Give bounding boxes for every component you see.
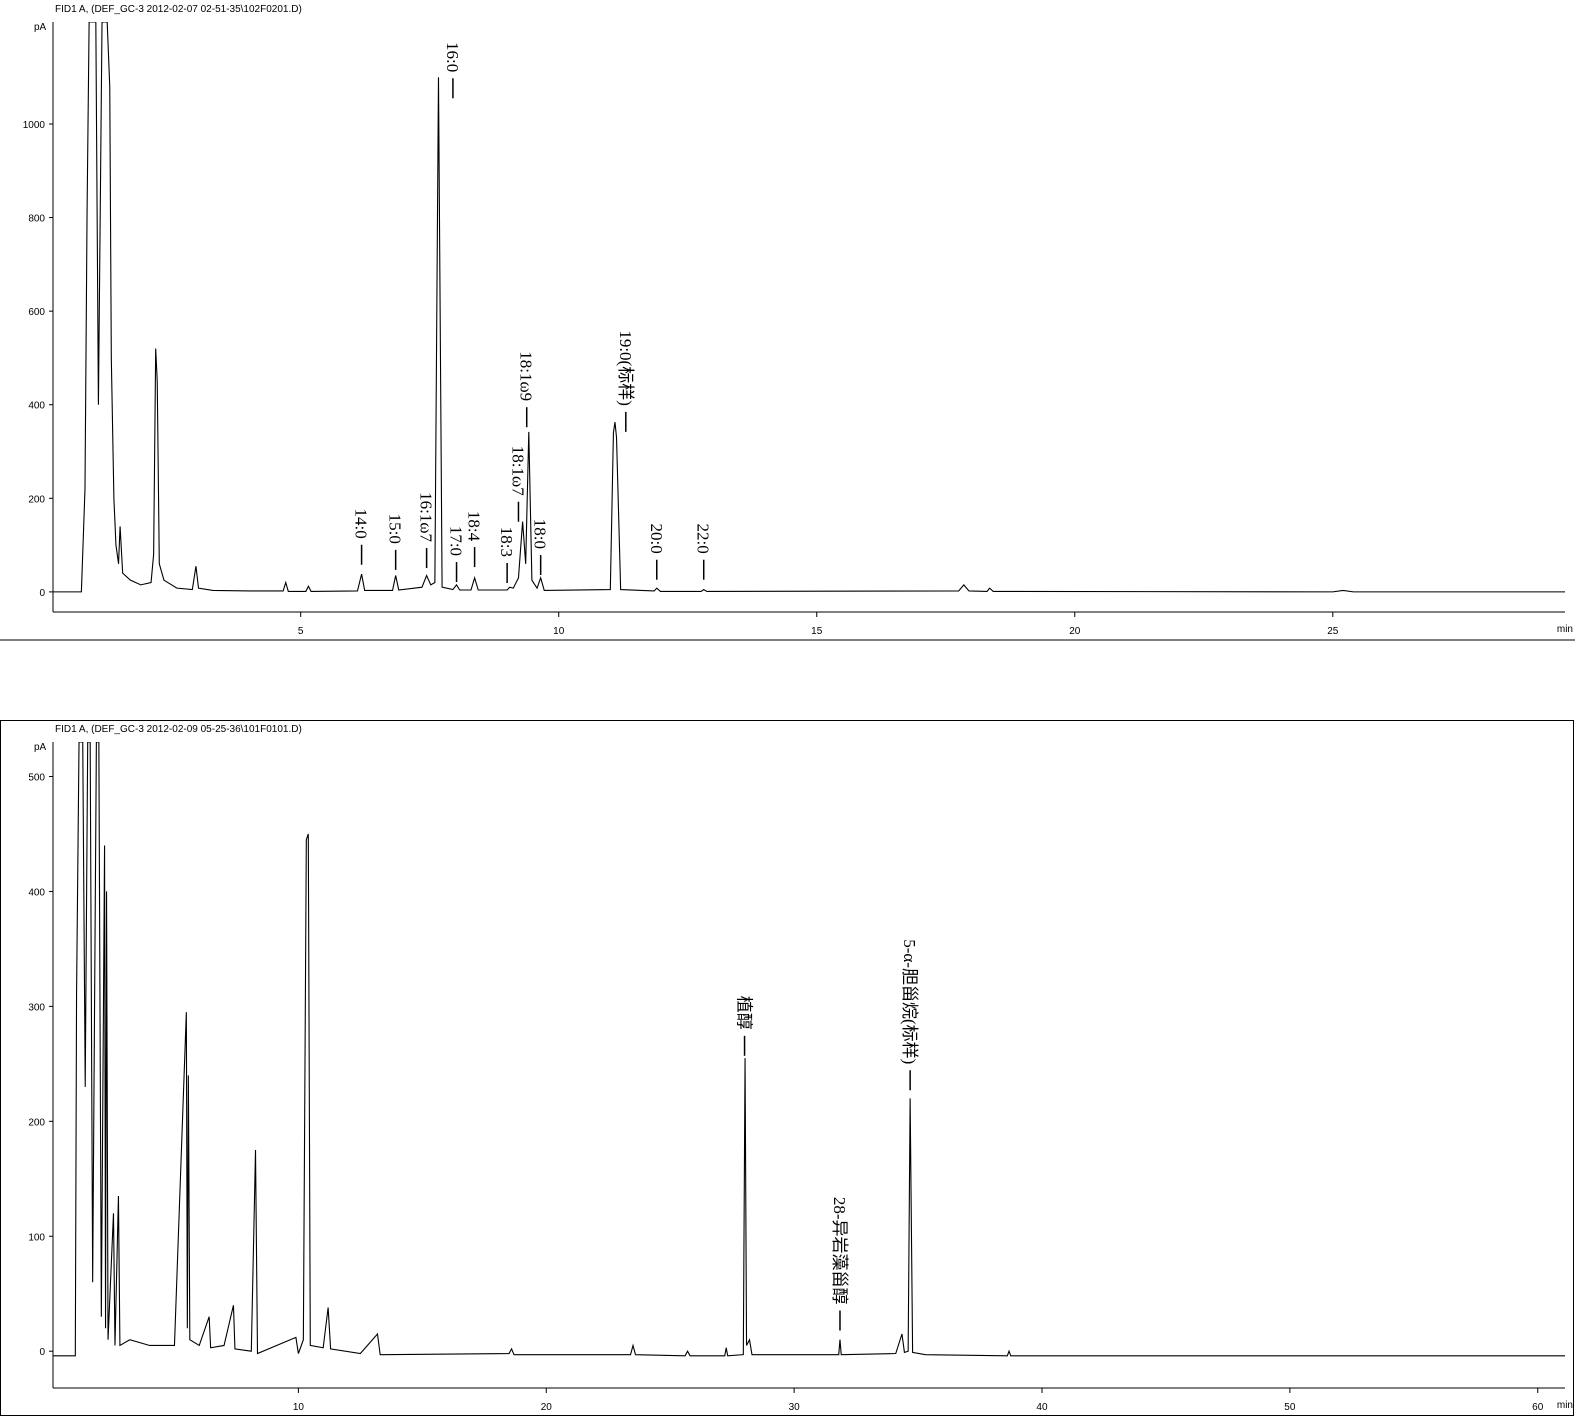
chart-title: FID1 A, (DEF_GC-3 2012-02-09 05-25-36\10…	[55, 724, 302, 735]
x-tick-label: 60	[1532, 1402, 1544, 1413]
y-tick-label: 0	[39, 1347, 45, 1358]
annotation: 14:0	[352, 509, 371, 539]
annotation: 16:1ω7	[417, 492, 436, 542]
chromatogram-line	[53, 22, 1565, 593]
y-tick-label: 0	[39, 588, 45, 599]
y-tick-label: 600	[28, 307, 45, 318]
annotation: 15:0	[386, 514, 405, 544]
annotation: 18:3	[497, 527, 516, 557]
x-axis-label: min	[1557, 1400, 1573, 1411]
x-tick-label: 10	[293, 1402, 305, 1413]
annotation: 16:0	[443, 42, 462, 72]
x-tick-label: 20	[541, 1402, 553, 1413]
x-tick-label: 30	[789, 1402, 801, 1413]
y-axis-label: pA	[34, 22, 47, 33]
annotation: 18:1ω9	[517, 351, 536, 401]
annotation: 28-异岩藻甾醇	[830, 1197, 849, 1305]
panel-frame	[0, 720, 1574, 1416]
x-tick-label: 10	[553, 626, 565, 637]
annotation: 20:0	[647, 523, 666, 553]
y-tick-label: 300	[28, 1002, 45, 1013]
x-tick-label: 15	[811, 626, 823, 637]
annotation: 植醇	[735, 996, 754, 1030]
y-tick-label: 200	[28, 494, 45, 505]
annotation: 5-α-胆甾烷(标样)	[900, 939, 919, 1064]
annotation: 18:1ω7	[508, 446, 527, 496]
chromatogram-line	[53, 742, 1565, 1357]
x-tick-label: 50	[1284, 1402, 1296, 1413]
annotation: 18:4	[465, 511, 484, 542]
x-axis-label: min	[1557, 624, 1573, 635]
annotation: 19:0(标样)	[616, 330, 635, 406]
chart-title: FID1 A, (DEF_GC-3 2012-02-07 02-51-35\10…	[55, 4, 302, 15]
x-tick-label: 40	[1036, 1402, 1048, 1413]
x-tick-label: 20	[1069, 626, 1081, 637]
annotation: 22:0	[694, 523, 713, 553]
y-tick-label: 500	[28, 772, 45, 783]
y-tick-label: 1000	[23, 120, 46, 131]
y-tick-label: 800	[28, 214, 45, 225]
annotation: 18:0	[531, 519, 550, 549]
y-tick-label: 400	[28, 401, 45, 412]
y-tick-label: 200	[28, 1117, 45, 1128]
y-tick-label: 400	[28, 887, 45, 898]
x-tick-label: 25	[1327, 626, 1339, 637]
y-axis-label: pA	[34, 742, 47, 753]
y-tick-label: 100	[28, 1232, 45, 1243]
annotation: 17:0	[447, 526, 466, 556]
x-tick-label: 5	[298, 626, 304, 637]
